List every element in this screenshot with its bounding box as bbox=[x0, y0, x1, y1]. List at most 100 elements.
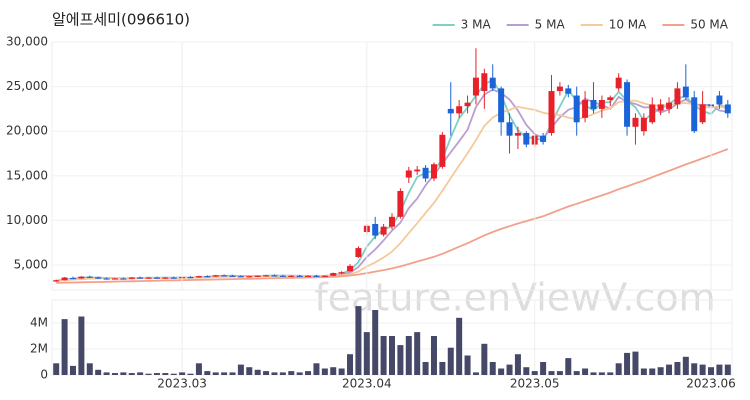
candle-body bbox=[724, 104, 731, 114]
candle-body bbox=[204, 276, 211, 278]
candle-body bbox=[615, 77, 622, 89]
candle-body bbox=[95, 277, 102, 279]
candle-body bbox=[489, 77, 496, 89]
candle-body bbox=[506, 122, 513, 136]
y-tick-label: 20,000 bbox=[6, 124, 48, 138]
volume-bar bbox=[162, 373, 169, 375]
volume-bar bbox=[489, 362, 496, 375]
volume-bar bbox=[145, 373, 152, 375]
candle-body bbox=[271, 275, 278, 277]
watermark: feature.enViewV.com bbox=[314, 276, 715, 320]
volume-bar bbox=[296, 372, 303, 375]
volume-bar bbox=[389, 336, 395, 375]
volume-bar bbox=[414, 332, 421, 375]
volume-bar bbox=[531, 371, 538, 375]
volume-bar bbox=[498, 368, 505, 375]
candle-body bbox=[414, 169, 421, 172]
volume-bar bbox=[439, 362, 446, 375]
volume-bar bbox=[615, 363, 622, 375]
candle-body bbox=[120, 278, 127, 280]
candle-body bbox=[229, 275, 236, 277]
volume-bar bbox=[380, 336, 387, 375]
volume-bar bbox=[397, 345, 404, 375]
candle-body bbox=[296, 275, 303, 277]
y-tick-label: 0 bbox=[40, 368, 48, 382]
candle-body bbox=[53, 280, 60, 282]
candle-body bbox=[263, 275, 270, 277]
volume-bar bbox=[674, 362, 681, 375]
candle-body bbox=[305, 275, 312, 277]
volume-bar bbox=[640, 368, 647, 375]
volume-bar bbox=[556, 371, 563, 375]
volume-bar bbox=[237, 364, 244, 375]
candle-body bbox=[389, 216, 395, 227]
legend-label: 50 MA bbox=[690, 18, 728, 32]
candle-body bbox=[716, 95, 723, 105]
candle-body bbox=[372, 223, 379, 236]
candle-body bbox=[279, 275, 286, 277]
legend-label: 3 MA bbox=[461, 18, 492, 32]
volume-bar bbox=[624, 352, 631, 375]
volume-bar bbox=[95, 369, 102, 375]
candle-body bbox=[397, 190, 404, 217]
volume-bar bbox=[170, 373, 177, 375]
candle-body bbox=[598, 99, 605, 109]
volume-bar bbox=[430, 336, 437, 375]
volume-bar bbox=[338, 368, 345, 375]
candle-body bbox=[237, 276, 244, 278]
ma-line bbox=[56, 148, 729, 284]
candle-body bbox=[699, 104, 706, 123]
volume-bar bbox=[254, 369, 261, 375]
volume-bar bbox=[263, 371, 270, 375]
candle-body bbox=[422, 167, 429, 179]
candle-body bbox=[355, 248, 362, 257]
volume-bar bbox=[78, 316, 85, 375]
candle-body bbox=[624, 82, 631, 127]
candle-body bbox=[607, 97, 614, 100]
candle-body bbox=[162, 277, 169, 279]
candle-body bbox=[674, 88, 681, 105]
candle-body bbox=[472, 77, 479, 96]
candle-body bbox=[691, 97, 698, 132]
chart-title: 알에프세미(096610) bbox=[52, 11, 190, 29]
candle-body bbox=[246, 276, 253, 278]
volume-bar bbox=[540, 362, 547, 375]
candle-body bbox=[78, 276, 85, 279]
candle-body bbox=[498, 88, 505, 123]
volume-bar bbox=[699, 364, 706, 375]
volume-bar bbox=[355, 306, 362, 375]
volume-bar bbox=[120, 372, 127, 375]
volume-bar bbox=[204, 371, 211, 375]
x-tick-label: 2023.06 bbox=[686, 377, 736, 391]
volume-bar bbox=[514, 354, 521, 375]
candle-body bbox=[523, 132, 530, 145]
candle-body bbox=[86, 276, 93, 278]
volume-bar bbox=[103, 372, 110, 375]
volume-bar bbox=[447, 347, 454, 375]
candle-body bbox=[145, 277, 152, 279]
candle-body bbox=[212, 275, 219, 277]
volume-bar bbox=[523, 367, 530, 375]
y-tick-label: 4M bbox=[30, 316, 48, 330]
x-tick-label: 2023.05 bbox=[510, 377, 560, 391]
volume-bar bbox=[137, 372, 144, 375]
candle-body bbox=[128, 277, 135, 279]
volume-bar bbox=[313, 363, 320, 375]
volume-bar bbox=[598, 372, 605, 375]
candle-body bbox=[666, 102, 673, 109]
candle-body bbox=[347, 265, 354, 272]
candle-body bbox=[514, 132, 521, 136]
volume-bar bbox=[61, 319, 68, 375]
volume-bar bbox=[229, 372, 236, 375]
volume-bar bbox=[153, 373, 160, 375]
candle-body bbox=[439, 134, 446, 167]
candle-body bbox=[330, 273, 337, 276]
volume-bar bbox=[724, 364, 731, 375]
candle-body bbox=[682, 86, 689, 98]
candle-body bbox=[464, 102, 471, 107]
volume-bar bbox=[187, 373, 194, 375]
candle-body bbox=[447, 108, 454, 114]
volume-bar bbox=[590, 372, 597, 375]
volume-bar bbox=[271, 372, 278, 375]
volume-bar bbox=[666, 364, 673, 375]
